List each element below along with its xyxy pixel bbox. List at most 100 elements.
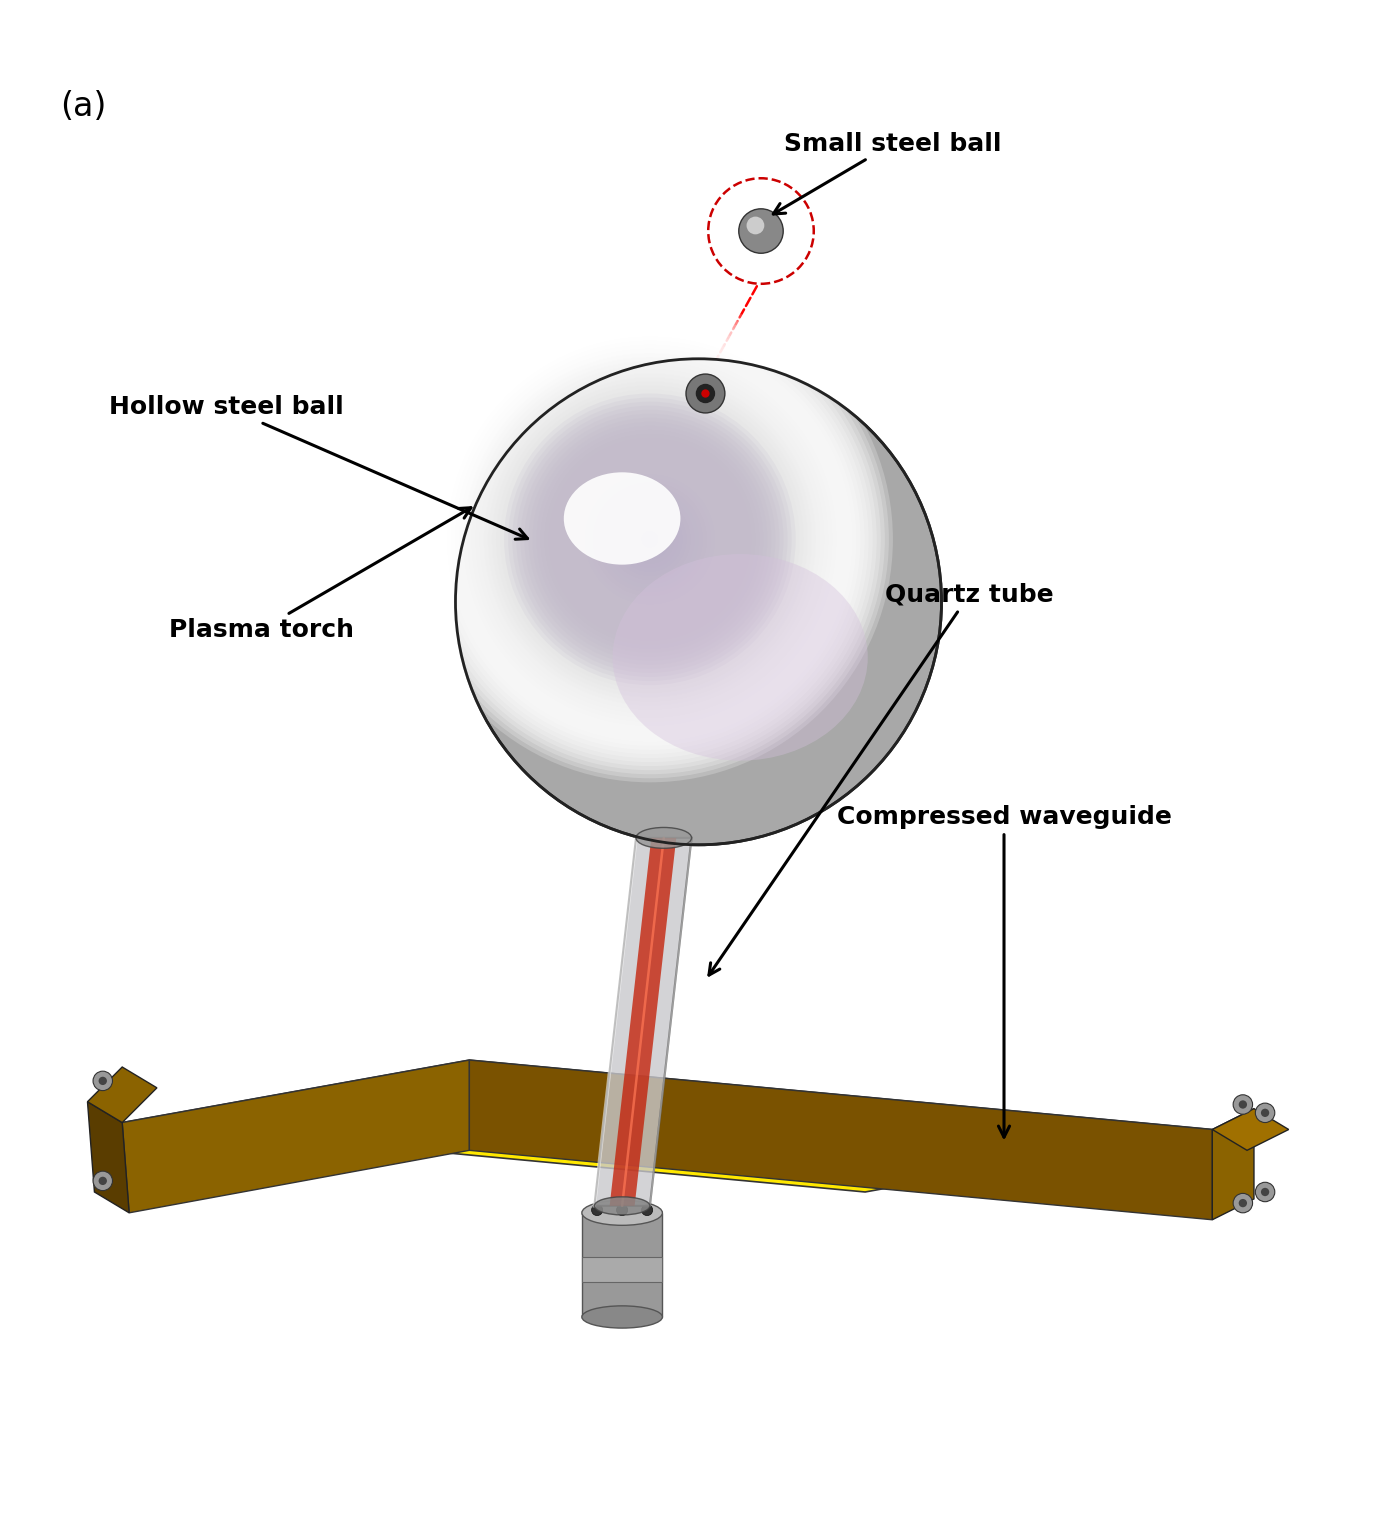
- Circle shape: [573, 463, 726, 617]
- Circle shape: [419, 309, 880, 771]
- Ellipse shape: [612, 554, 868, 760]
- Circle shape: [536, 426, 763, 653]
- Polygon shape: [469, 1060, 1213, 1220]
- Polygon shape: [1213, 1109, 1255, 1220]
- Circle shape: [641, 532, 658, 547]
- Circle shape: [1234, 1194, 1253, 1212]
- Ellipse shape: [564, 472, 680, 565]
- Polygon shape: [609, 838, 676, 1206]
- Circle shape: [605, 495, 694, 583]
- Circle shape: [500, 390, 799, 690]
- Circle shape: [564, 454, 735, 624]
- Circle shape: [701, 390, 710, 398]
- Circle shape: [739, 209, 784, 253]
- Circle shape: [1256, 1182, 1275, 1202]
- Circle shape: [626, 515, 675, 564]
- Circle shape: [590, 478, 711, 600]
- Circle shape: [541, 429, 759, 649]
- Circle shape: [645, 535, 654, 544]
- Text: Small steel ball: Small steel ball: [774, 131, 1002, 215]
- Circle shape: [1234, 1095, 1253, 1115]
- Circle shape: [686, 375, 725, 413]
- Circle shape: [411, 300, 888, 778]
- Circle shape: [524, 414, 775, 666]
- Circle shape: [609, 500, 690, 580]
- Circle shape: [99, 1177, 108, 1185]
- Circle shape: [476, 366, 824, 713]
- Circle shape: [634, 522, 666, 556]
- Circle shape: [598, 487, 703, 592]
- Bar: [583, 1258, 662, 1282]
- Circle shape: [1239, 1199, 1248, 1208]
- Text: (a): (a): [60, 90, 106, 123]
- Circle shape: [464, 353, 837, 725]
- Circle shape: [545, 434, 756, 644]
- Circle shape: [472, 361, 828, 717]
- Circle shape: [517, 405, 784, 673]
- Circle shape: [504, 393, 796, 685]
- Circle shape: [439, 329, 861, 749]
- Polygon shape: [1213, 1109, 1288, 1150]
- Circle shape: [601, 490, 698, 588]
- Circle shape: [468, 356, 833, 722]
- Circle shape: [613, 503, 686, 576]
- Circle shape: [492, 381, 807, 698]
- Circle shape: [451, 341, 848, 737]
- Ellipse shape: [583, 1305, 662, 1328]
- Circle shape: [616, 1205, 627, 1215]
- Circle shape: [496, 385, 803, 693]
- Circle shape: [407, 297, 893, 783]
- Text: Quartz tube: Quartz tube: [708, 583, 1053, 975]
- Circle shape: [455, 344, 844, 734]
- Polygon shape: [583, 1212, 662, 1317]
- Circle shape: [509, 398, 792, 681]
- Circle shape: [94, 1171, 113, 1191]
- Circle shape: [581, 471, 718, 608]
- Circle shape: [553, 442, 747, 637]
- Circle shape: [1239, 1100, 1248, 1109]
- Circle shape: [427, 317, 873, 762]
- Ellipse shape: [636, 827, 692, 848]
- Circle shape: [630, 519, 671, 559]
- Text: Hollow steel ball: Hollow steel ball: [109, 396, 528, 539]
- Circle shape: [1261, 1188, 1270, 1196]
- Ellipse shape: [583, 1200, 662, 1226]
- Polygon shape: [122, 1060, 469, 1212]
- Circle shape: [483, 373, 816, 705]
- Circle shape: [560, 451, 739, 629]
- Polygon shape: [88, 1068, 156, 1122]
- Circle shape: [585, 475, 715, 605]
- Circle shape: [1256, 1103, 1275, 1122]
- Circle shape: [591, 1205, 602, 1215]
- Circle shape: [460, 349, 840, 730]
- Polygon shape: [594, 838, 692, 1206]
- Circle shape: [443, 332, 856, 746]
- Polygon shape: [88, 1101, 129, 1212]
- Circle shape: [432, 321, 869, 758]
- Circle shape: [455, 359, 942, 845]
- Circle shape: [594, 483, 707, 595]
- Circle shape: [94, 1071, 113, 1090]
- Circle shape: [447, 337, 852, 742]
- Text: Plasma torch: Plasma torch: [169, 507, 471, 641]
- Polygon shape: [122, 1060, 1213, 1193]
- Circle shape: [577, 466, 722, 612]
- Circle shape: [415, 305, 884, 774]
- Ellipse shape: [594, 1197, 650, 1215]
- Circle shape: [423, 312, 877, 766]
- Circle shape: [488, 378, 812, 701]
- Circle shape: [696, 384, 715, 404]
- Circle shape: [746, 216, 764, 235]
- Circle shape: [622, 510, 679, 568]
- Circle shape: [532, 422, 767, 656]
- Circle shape: [569, 458, 731, 620]
- Circle shape: [641, 1205, 652, 1215]
- Circle shape: [557, 446, 743, 632]
- Circle shape: [479, 369, 820, 710]
- Circle shape: [617, 507, 682, 571]
- Circle shape: [99, 1077, 108, 1084]
- Circle shape: [513, 402, 788, 678]
- Circle shape: [520, 410, 780, 669]
- Circle shape: [1261, 1109, 1270, 1116]
- Circle shape: [549, 439, 752, 641]
